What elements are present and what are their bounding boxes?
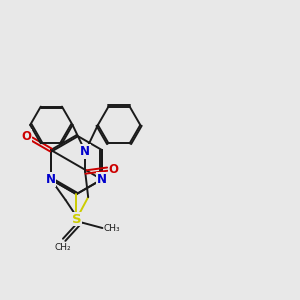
Text: O: O	[22, 130, 32, 142]
Text: S: S	[72, 213, 81, 226]
Text: CH₃: CH₃	[103, 224, 120, 232]
Text: CH₂: CH₂	[54, 243, 71, 252]
Text: N: N	[97, 173, 107, 186]
Text: O: O	[109, 163, 119, 176]
Text: N: N	[46, 173, 56, 186]
Text: N: N	[80, 145, 90, 158]
